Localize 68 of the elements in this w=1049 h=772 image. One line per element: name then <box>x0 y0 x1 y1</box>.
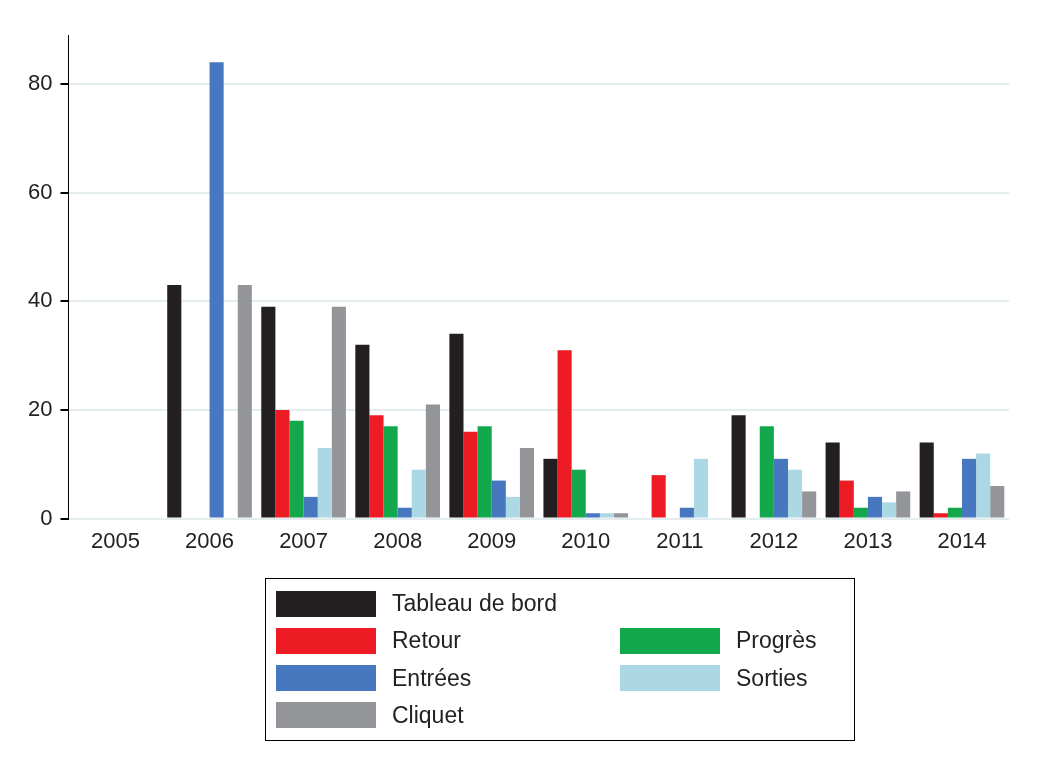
bar <box>693 458 709 518</box>
bar <box>759 426 774 518</box>
bar <box>397 507 412 518</box>
y-tick-label: 20 <box>27 395 53 421</box>
bar <box>449 333 464 518</box>
x-tick-label: 2008 <box>373 527 423 553</box>
bar <box>613 513 629 518</box>
bar <box>463 431 478 518</box>
x-tick-label: 2010 <box>561 527 611 553</box>
bar <box>853 507 868 518</box>
bar <box>976 453 991 518</box>
bar <box>882 502 897 518</box>
x-tick-label: 2013 <box>843 527 893 553</box>
bar <box>425 404 440 518</box>
bar <box>505 496 520 518</box>
bar <box>679 507 694 518</box>
bar <box>303 496 318 518</box>
bar <box>933 513 948 518</box>
legend-label: Progrès <box>736 627 817 655</box>
bar <box>317 447 332 518</box>
bar <box>477 426 492 518</box>
bar <box>651 475 666 518</box>
bar <box>599 513 614 518</box>
bar <box>383 426 398 518</box>
x-tick-label: 2012 <box>749 527 799 553</box>
bar <box>731 415 746 518</box>
x-tick-label: 2007 <box>279 527 329 553</box>
x-tick-label: 2005 <box>91 527 140 553</box>
x-tick-label: 2011 <box>656 527 704 553</box>
bar <box>275 409 290 518</box>
y-tick-label: 40 <box>27 287 53 313</box>
bar <box>802 491 817 518</box>
bar <box>557 350 572 518</box>
bar <box>167 284 182 518</box>
bar <box>261 306 276 518</box>
legend-label: Cliquet <box>392 701 464 729</box>
x-tick-label: 2014 <box>937 527 987 553</box>
y-tick-label: 0 <box>40 504 53 530</box>
bar <box>867 496 883 518</box>
y-tick-label: 60 <box>27 178 53 204</box>
bar <box>990 486 1005 518</box>
bar <box>411 469 426 518</box>
x-tick-label: 2009 <box>467 527 517 553</box>
bar <box>947 507 962 518</box>
bar <box>491 480 506 518</box>
bar <box>571 469 586 518</box>
bar <box>519 447 535 518</box>
bar <box>839 480 854 518</box>
legend-label: Sorties <box>736 664 808 692</box>
bar <box>787 469 803 518</box>
bar <box>585 513 600 518</box>
legend-label: Entrées <box>392 664 472 692</box>
bar <box>355 344 370 518</box>
bar <box>543 458 558 518</box>
bar <box>369 415 384 518</box>
bar <box>961 458 977 518</box>
bar <box>919 442 934 518</box>
bar <box>289 420 304 518</box>
bar <box>237 284 252 518</box>
bar <box>209 62 224 518</box>
legend-label: Tableau de bord <box>392 590 557 618</box>
x-tick-label: 2006 <box>185 527 235 553</box>
bar <box>331 306 346 518</box>
legend-label: Retour <box>392 627 462 655</box>
bar <box>896 491 911 518</box>
bar <box>825 442 840 518</box>
y-tick-label: 80 <box>27 69 53 95</box>
bar <box>773 458 788 518</box>
